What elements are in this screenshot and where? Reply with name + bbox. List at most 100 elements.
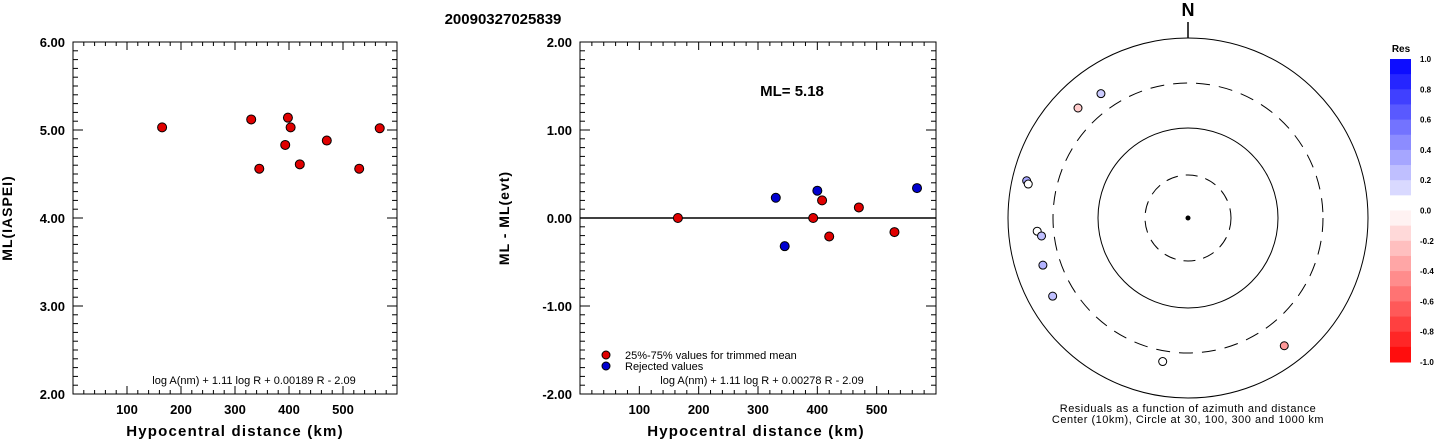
colorbar-tick-label: 0.2 [1420,176,1432,185]
p0-data-point [321,135,332,146]
p0-xtick-label: 100 [116,402,138,417]
colorbar-tick-label: -0.6 [1420,297,1434,306]
legend-label-trimmed: 25%-75% values for trimmed mean [625,350,797,362]
p0-ytick-label: 5.00 [40,123,65,138]
colorbar-cell [1390,240,1411,257]
p0-xtick-label: 200 [170,402,192,417]
colorbar-tick-label: 0.4 [1420,146,1432,155]
p1-data-point [672,213,683,223]
colorbar-cell [1390,149,1411,166]
colorbar-cells [1390,59,1411,363]
colorbar-tick-label: -1.0 [1420,358,1434,367]
p0-ytick-label: 2.00 [40,387,65,402]
p1-data-point [812,185,823,196]
epicenter-dot [1185,215,1191,221]
p1-ytick-label: -2.00 [542,387,572,402]
legend-marker-rejected [601,361,611,371]
panel-ml-residual: 100 200 300 400 500 -2.00 -1.00 0.00 1.00 2.00 ML… [496,35,937,440]
station-marker [1279,341,1289,351]
ring-1000km [1007,37,1369,399]
p1-ylabel: ML(IASPEI) [0,175,15,260]
colorbar-cell [1390,165,1411,181]
colorbar-cell [1390,104,1411,121]
p0-data-point [254,163,265,174]
colorbar-cell [1390,316,1411,333]
colorbar-tick-label: -0.8 [1420,328,1434,337]
station-marker [1096,89,1106,99]
colorbar-cell [1390,286,1411,302]
colorbar-tick-label: 0.6 [1420,116,1432,125]
colorbar-tick-label: -0.4 [1420,267,1434,276]
colorbar-cell [1390,271,1411,287]
p0-data-point [354,163,365,174]
p0-data-point [285,122,296,133]
p0-data-point [280,139,291,150]
figure-title: 20090327025839 [445,11,562,28]
p1-xtick-label: 300 [747,402,769,417]
station-marker [1037,231,1047,241]
p3-caption-line2: Center (10km), Circle at 30, 100, 300 an… [1052,414,1324,426]
colorbar-cell [1390,346,1411,363]
colorbar-cell [1390,331,1411,348]
colorbar-cell [1390,59,1411,75]
p2-xlabel: Hypocentral distance (km) [647,423,865,440]
p0-data-point [246,114,257,125]
colorbar-cell [1390,255,1411,272]
p2-annotation: ML= 5.18 [760,83,824,100]
p1-data-point [912,183,923,194]
colorbar-cell [1390,180,1411,196]
p0-ytick-label: 3.00 [40,299,65,314]
p2-formula: log A(nm) + 1.11 log R + 0.00278 R - 2.0… [660,375,863,387]
colorbar-cell [1390,210,1411,227]
station-marker [1158,357,1168,367]
p1-data-point [817,195,828,206]
colorbar-cell [1390,301,1411,318]
p2-points [672,183,923,252]
p0-ytick-label: 4.00 [40,211,65,226]
legend-label-rejected: Rejected values [625,361,704,373]
colorbar-cell [1390,134,1411,151]
colorbar-tick-label: 0.0 [1420,207,1432,216]
p3-points [1022,89,1289,367]
p1-data-point [779,241,790,252]
colorbar-tick-label: 0.8 [1420,85,1432,94]
colorbar-cell [1390,225,1411,242]
p0-data-point [157,122,168,133]
north-label: N [1182,0,1195,20]
p1-xtick-label: 200 [688,402,710,417]
p1-xtick-label: 500 [866,402,888,417]
station-marker [1038,260,1048,270]
station-marker [1073,103,1083,113]
p1-formula: log A(nm) + 1.11 log R + 0.00189 R - 2.0… [152,375,355,387]
colorbar-cell [1390,119,1411,136]
colorbar-tick-label: 1.0 [1420,55,1432,64]
p1-xlabel: Hypocentral distance (km) [126,423,344,440]
p0-data-point [282,112,293,123]
colorbar-cell [1390,89,1411,105]
p1-frame [72,41,398,395]
ring-100km [1097,127,1279,309]
p1-ytick-label: 2.00 [547,35,572,50]
panel-azimuth-map: N Residuals as a function of azimuth and… [1007,0,1369,426]
colorbar-cell [1390,74,1411,90]
p1-data-point [770,192,781,203]
p2-ticks: 100 200 300 400 500 -2.00 -1.00 0.00 1.00 2.00 [542,35,936,417]
colorbar-cell [1390,195,1411,211]
p1-data-point [824,231,835,242]
p1-data-point [808,213,819,223]
colorbar: Res 1.0 0.8 0.6 0.4 0.2 0.0 -0.2 -0.4 -0.6 -0.8 -1… [1390,44,1434,367]
p1-points [157,112,385,174]
ring-300km [1052,82,1324,354]
p1-xtick-label: 100 [628,402,650,417]
panel-ml-iaspei: 100 200 300 400 500 2.00 3.00 4.00 5.00 6.00 log … [0,35,398,440]
station-marker [1048,291,1058,301]
legend-marker-trimmed [601,350,611,360]
p0-xtick-label: 400 [278,402,300,417]
p3-caption-line1: Residuals as a function of azimuth and d… [1060,403,1316,415]
p1-data-point [889,227,900,238]
colorbar-tick-label: -0.2 [1420,237,1434,246]
p1-ytick-label: 0.00 [547,211,572,226]
ring-30km [1144,174,1232,262]
